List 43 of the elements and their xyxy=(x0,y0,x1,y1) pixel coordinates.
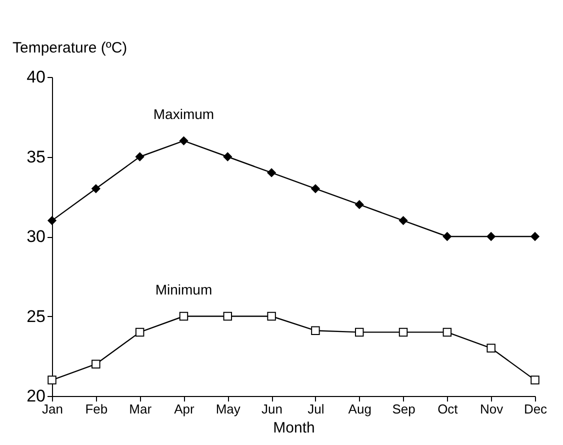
y-tick-label: 30 xyxy=(26,227,46,246)
point xyxy=(48,376,56,384)
series-label: Maximum xyxy=(153,106,214,122)
point xyxy=(354,328,364,337)
point xyxy=(486,344,496,353)
point xyxy=(530,376,540,384)
y-axis-title: Temperature (ºC) xyxy=(12,40,128,56)
x-tick-label: Nov xyxy=(480,402,504,416)
point xyxy=(442,328,452,337)
point xyxy=(179,136,188,146)
x-tick-label: Mar xyxy=(129,402,152,416)
y-tick-label: 40 xyxy=(26,68,46,86)
x-tick-label: Jul xyxy=(308,402,324,416)
point xyxy=(311,326,320,335)
point xyxy=(267,312,276,321)
point xyxy=(223,312,232,321)
x-tick-label: Apr xyxy=(174,402,196,416)
point xyxy=(135,152,144,162)
x-tick-label: Sep xyxy=(392,402,416,416)
point xyxy=(442,232,452,241)
x-tick-label: Oct xyxy=(438,402,458,416)
x-tick-label: Jun xyxy=(262,402,283,416)
y-tick-label: 25 xyxy=(26,306,46,326)
x-axis-title: Month xyxy=(273,420,315,436)
point xyxy=(530,232,540,241)
point xyxy=(179,312,188,321)
x-tick-label: May xyxy=(216,402,241,416)
x-tick-label: Dec xyxy=(524,402,548,416)
point xyxy=(311,184,320,194)
point xyxy=(135,328,144,337)
point xyxy=(48,216,56,225)
point xyxy=(92,360,100,368)
y-tick-label: 35 xyxy=(26,147,46,166)
x-tick-label: Feb xyxy=(85,402,108,416)
point xyxy=(486,232,496,241)
point xyxy=(92,184,100,194)
point xyxy=(267,168,276,178)
series-label: Minimum xyxy=(155,281,212,298)
point xyxy=(398,216,408,225)
point xyxy=(398,328,408,337)
point xyxy=(354,200,364,209)
point xyxy=(223,152,232,162)
x-tick-label: Aug xyxy=(348,402,372,416)
